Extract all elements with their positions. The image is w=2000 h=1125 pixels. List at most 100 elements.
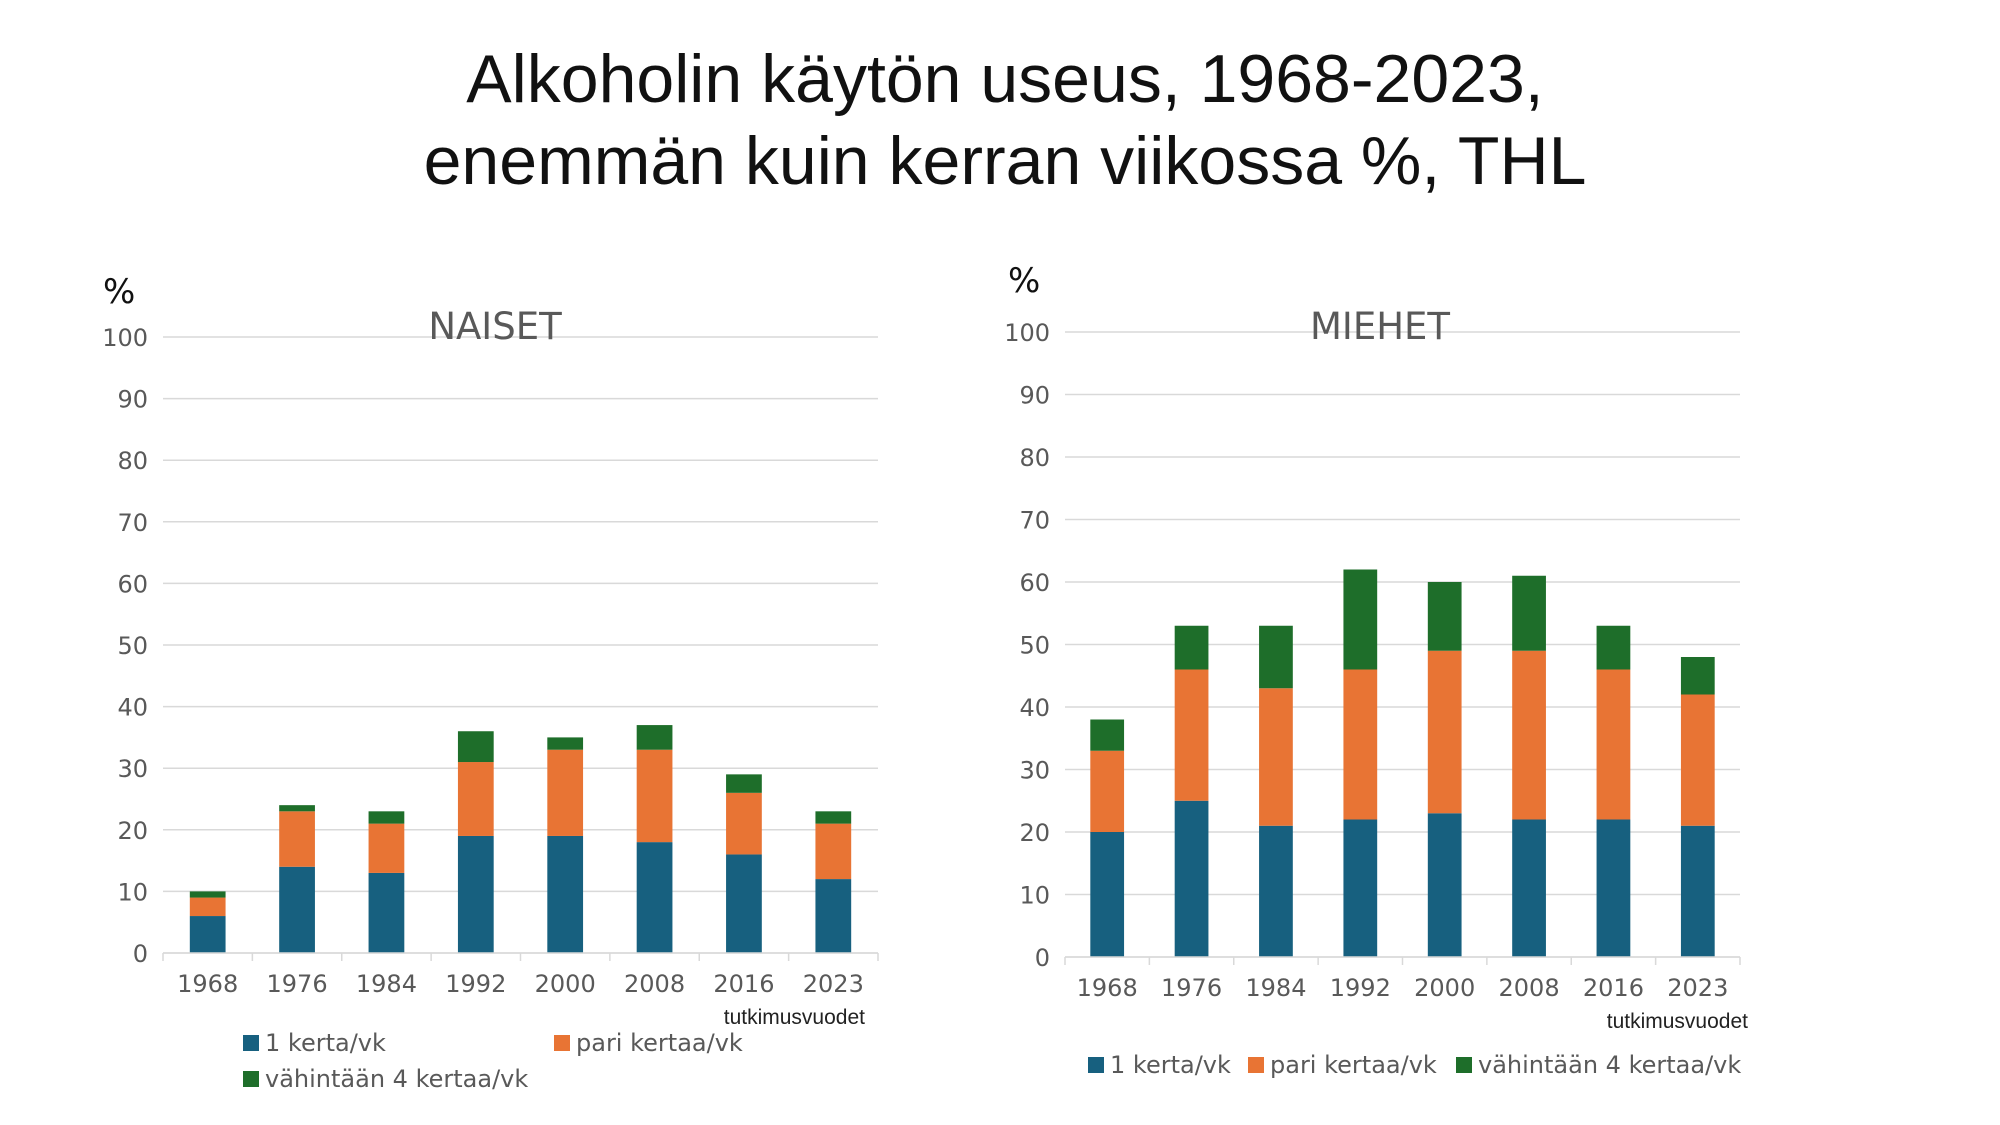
bar-1984-series-2 bbox=[368, 823, 405, 873]
chart-title: MIEHET bbox=[1310, 305, 1450, 348]
y-tick-label: 10 bbox=[1019, 882, 1050, 910]
y-tick-label: 100 bbox=[102, 324, 148, 352]
x-tick-label: 2023 bbox=[1667, 974, 1728, 1002]
bar-1984-series-2 bbox=[1259, 688, 1293, 826]
x-tick-label: 1976 bbox=[267, 970, 328, 998]
bar-1984-series-1 bbox=[1259, 825, 1293, 957]
bar-1992-series-1 bbox=[457, 835, 494, 953]
bar-1992-series-3 bbox=[1343, 569, 1378, 670]
y-tick-label: 80 bbox=[117, 447, 148, 475]
bar-2023-series-2 bbox=[815, 823, 852, 880]
bar-2016-series-2 bbox=[726, 792, 762, 855]
x-tick-label: 2000 bbox=[1414, 974, 1475, 1002]
bar-1976-series-1 bbox=[1174, 800, 1209, 957]
x-tick-label: 1968 bbox=[177, 970, 238, 998]
y-tick-label: 50 bbox=[117, 632, 148, 660]
chart-miehet: % 0 10 20 30 40 50 60 70 80 90 100 MIEHET 1968 1976 198… bbox=[1004, 261, 1748, 1079]
y-tick-label: 90 bbox=[117, 386, 148, 414]
bar-2008-series-1 bbox=[1512, 819, 1546, 957]
legend-item: vähintään 4 kertaa/vk bbox=[1456, 1051, 1741, 1079]
legend-item: 1 kerta/vk bbox=[243, 1029, 386, 1057]
bar-1968-series-1 bbox=[1090, 832, 1125, 957]
bar-2000-series-2 bbox=[547, 749, 584, 836]
bar-2000-series-3 bbox=[1427, 582, 1462, 651]
y-tick-label: 50 bbox=[1019, 632, 1050, 660]
bar-1984-series-3 bbox=[1259, 625, 1293, 689]
bar-2016-series-3 bbox=[726, 774, 762, 793]
legend-swatch bbox=[1248, 1057, 1264, 1073]
x-tick-label: 1992 bbox=[445, 970, 506, 998]
y-tick-label: 70 bbox=[117, 509, 148, 537]
bar-1968-series-1 bbox=[189, 916, 226, 953]
bar-2016-series-2 bbox=[1596, 669, 1631, 820]
bar-2016-series-1 bbox=[726, 854, 762, 953]
bar-1992-series-1 bbox=[1343, 819, 1378, 957]
y-tick-label: 100 bbox=[1004, 319, 1050, 347]
legend-label: vähintään 4 kertaa/vk bbox=[1478, 1051, 1741, 1079]
y-tick-label: 60 bbox=[117, 570, 148, 598]
bar-1976-series-3 bbox=[1174, 625, 1209, 670]
chart-title: NAISET bbox=[428, 305, 562, 348]
bar-2008-series-3 bbox=[1512, 575, 1546, 651]
y-tick-label: 0 bbox=[133, 940, 148, 968]
page-title-line2: enemmän kuin kerran viikossa %, THL bbox=[423, 123, 1587, 199]
bar-2016-series-1 bbox=[1596, 819, 1631, 957]
y-tick-label: 60 bbox=[1019, 569, 1050, 597]
legend-item: vähintään 4 kertaa/vk bbox=[243, 1065, 528, 1093]
bar-1976-series-2 bbox=[279, 811, 315, 867]
bar-1992-series-2 bbox=[457, 762, 494, 836]
bar-2000-series-1 bbox=[1427, 813, 1462, 957]
legend-label: 1 kerta/vk bbox=[1110, 1051, 1231, 1079]
y-tick-label: 90 bbox=[1019, 382, 1050, 410]
bar-2023-series-3 bbox=[815, 811, 852, 824]
x-tick-label: 1984 bbox=[1245, 974, 1306, 1002]
x-tick-label: 2008 bbox=[624, 970, 685, 998]
legend-swatch bbox=[1456, 1057, 1472, 1073]
bar-1976-series-2 bbox=[1174, 669, 1209, 801]
legend-label: vähintään 4 kertaa/vk bbox=[265, 1065, 528, 1093]
legend-label: 1 kerta/vk bbox=[265, 1029, 386, 1057]
legend-item: 1 kerta/vk bbox=[1088, 1051, 1231, 1079]
bar-1984-series-3 bbox=[368, 811, 405, 824]
y-tick-label: 20 bbox=[117, 817, 148, 845]
y-tick-label: 0 bbox=[1035, 944, 1050, 972]
legend-item: pari kertaa/vk bbox=[554, 1029, 743, 1057]
legend-swatch bbox=[243, 1035, 259, 1051]
bar-1984-series-1 bbox=[368, 872, 405, 953]
y-tick-label: 20 bbox=[1019, 819, 1050, 847]
x-tick-label: 1984 bbox=[356, 970, 417, 998]
bar-2008-series-3 bbox=[636, 725, 673, 750]
bar-1968-series-2 bbox=[189, 897, 226, 917]
y-tick-label: 30 bbox=[117, 755, 148, 783]
bar-1992-series-2 bbox=[1343, 669, 1378, 820]
bar-1968-series-3 bbox=[1090, 719, 1125, 751]
bar-2008-series-2 bbox=[636, 749, 673, 843]
legend-label: pari kertaa/vk bbox=[576, 1029, 743, 1057]
bar-1976-series-1 bbox=[279, 866, 315, 953]
y-tick-label: 40 bbox=[1019, 694, 1050, 722]
chart-naiset: % 0 10 20 30 40 50 60 70 80 90 100 NAISET 1968 1976 198… bbox=[102, 272, 879, 1093]
bar-2000-series-1 bbox=[547, 835, 584, 953]
bar-2023-series-1 bbox=[1680, 825, 1715, 957]
x-axis-label: tutkimusvuodet bbox=[1607, 1010, 1748, 1033]
bar-2008-series-2 bbox=[1512, 650, 1546, 820]
bar-2000-series-2 bbox=[1427, 650, 1462, 814]
bar-1992-series-3 bbox=[457, 731, 494, 763]
legend-swatch bbox=[1088, 1057, 1104, 1073]
y-tick-label: 80 bbox=[1019, 444, 1050, 472]
bar-2023-series-1 bbox=[815, 879, 852, 953]
bar-2023-series-2 bbox=[1680, 694, 1715, 826]
bar-2016-series-3 bbox=[1596, 625, 1631, 670]
legend-item: pari kertaa/vk bbox=[1248, 1051, 1437, 1079]
y-tick-label: 70 bbox=[1019, 507, 1050, 535]
bar-2000-series-3 bbox=[547, 737, 584, 750]
page-title-line1: Alkoholin käytön useus, 1968-2023, bbox=[466, 41, 1544, 117]
y-tick-label: 30 bbox=[1019, 757, 1050, 785]
y-tick-label: 10 bbox=[117, 878, 148, 906]
x-axis-label: tutkimusvuodet bbox=[724, 1006, 865, 1029]
legend-swatch bbox=[554, 1035, 570, 1051]
y-unit-label: % bbox=[1008, 261, 1040, 301]
legend-label: pari kertaa/vk bbox=[1270, 1051, 1437, 1079]
x-tick-label: 2008 bbox=[1499, 974, 1560, 1002]
